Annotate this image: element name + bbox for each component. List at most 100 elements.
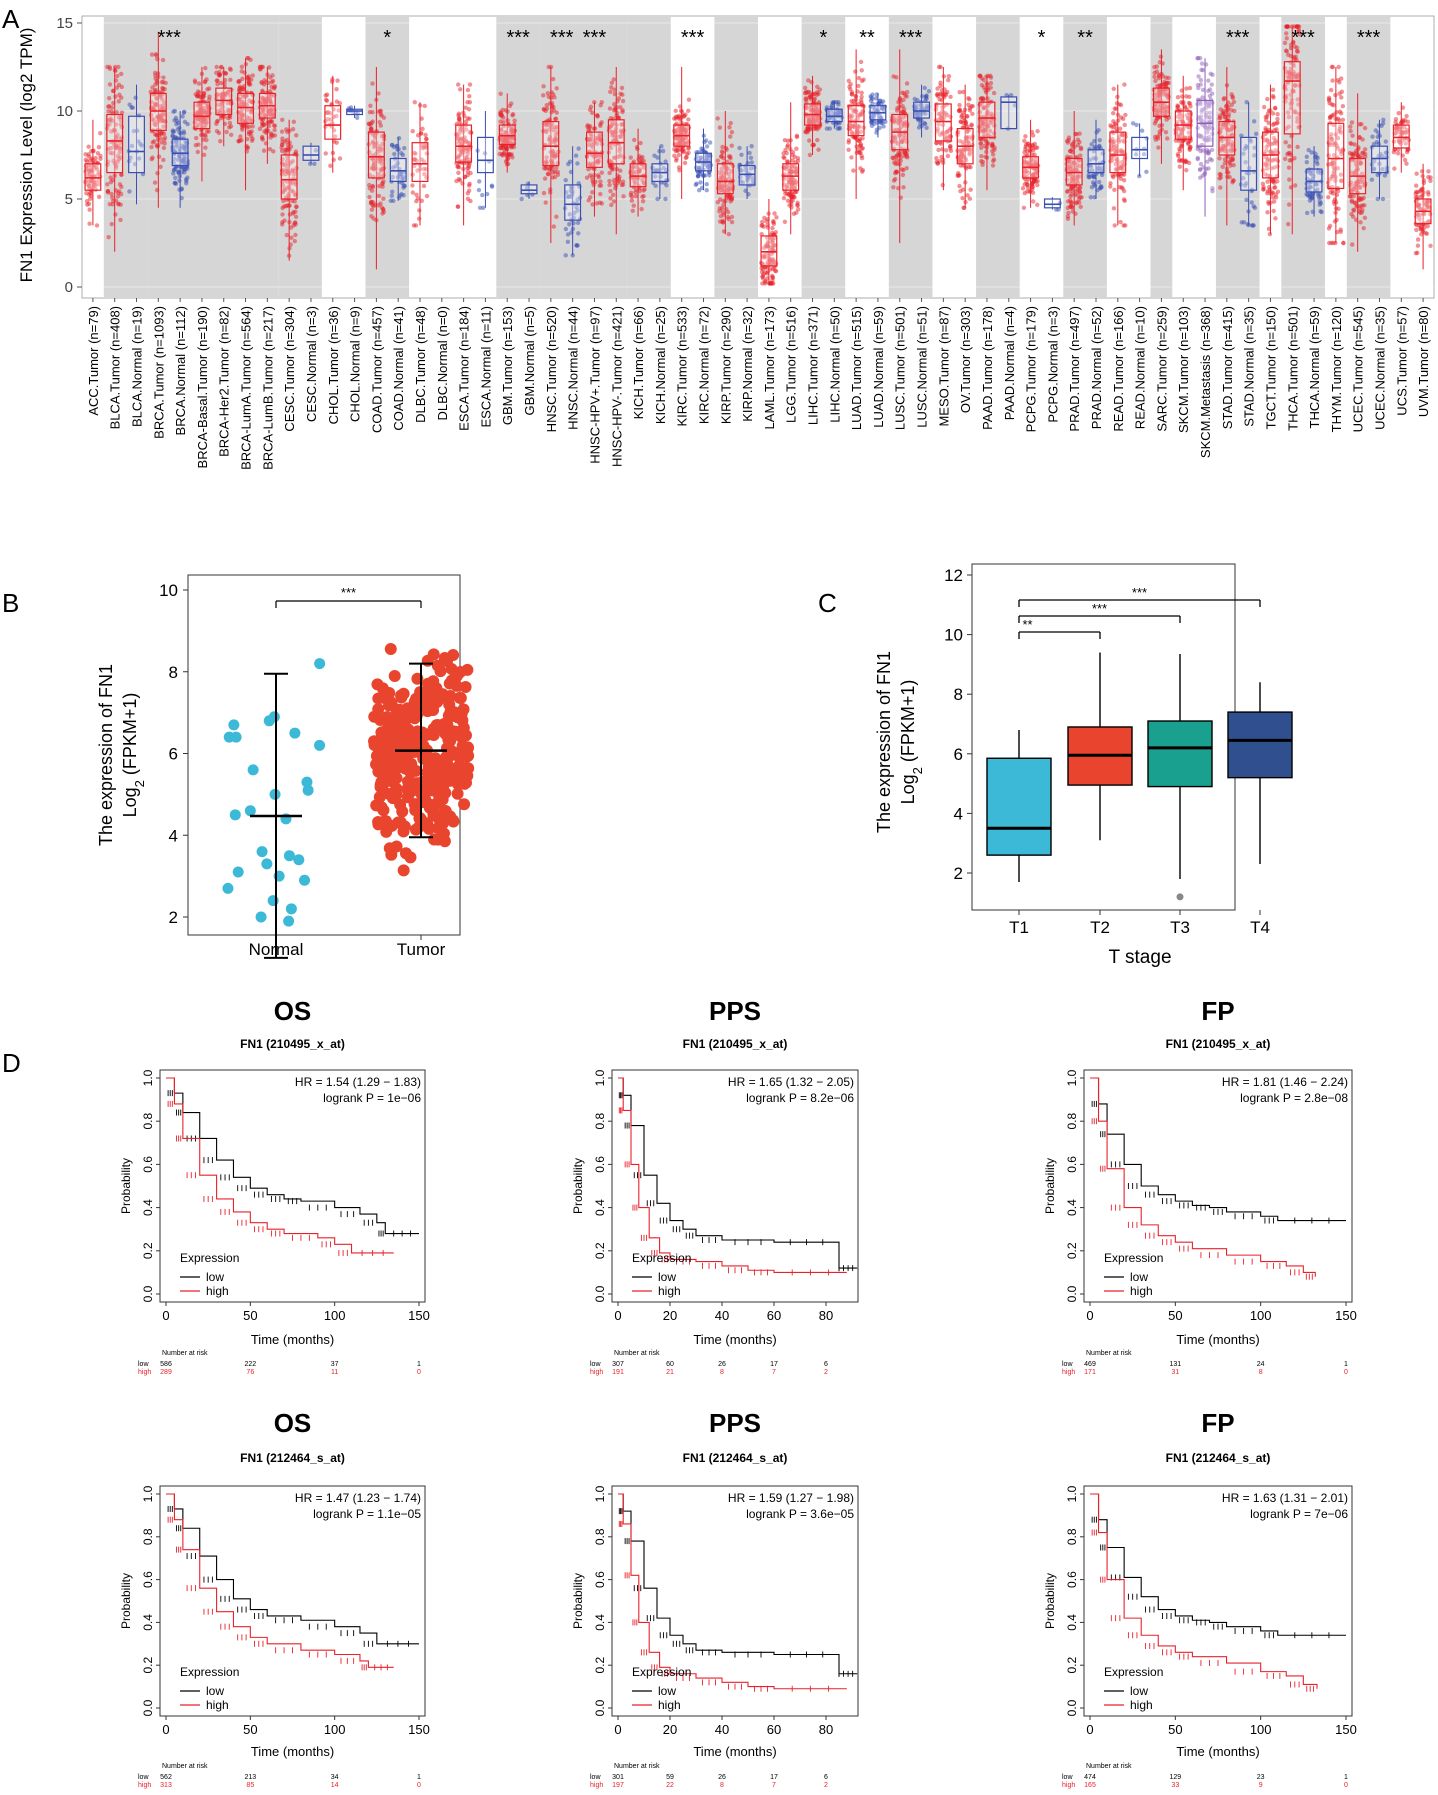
xtick-label-a: COAD.Normal (n=41) bbox=[391, 306, 406, 431]
data-point bbox=[1326, 194, 1331, 200]
data-point bbox=[185, 175, 190, 180]
data-point bbox=[170, 128, 175, 133]
data-point bbox=[247, 124, 252, 129]
significance-a: *** bbox=[158, 27, 182, 49]
data-point bbox=[420, 126, 425, 132]
data-point bbox=[904, 153, 909, 159]
data-point bbox=[465, 149, 470, 154]
data-point bbox=[280, 212, 285, 217]
xtick-label-a: BLCA.Tumor (n=408) bbox=[108, 306, 123, 429]
data-point bbox=[1096, 179, 1102, 185]
data-point bbox=[563, 253, 568, 258]
data-point bbox=[1380, 196, 1386, 202]
data-point bbox=[270, 73, 275, 78]
data-point bbox=[621, 194, 626, 199]
data-point bbox=[1350, 214, 1356, 219]
box bbox=[1065, 157, 1083, 186]
data-point bbox=[261, 148, 267, 153]
data-point bbox=[575, 197, 580, 202]
data-point bbox=[203, 111, 208, 117]
data-point bbox=[1339, 111, 1344, 116]
data-point bbox=[978, 141, 983, 147]
data-point bbox=[1361, 225, 1366, 231]
data-point bbox=[903, 150, 908, 155]
xtick-label-a: LUAD.Normal (n=59) bbox=[871, 306, 886, 428]
data-point bbox=[782, 155, 787, 161]
data-point bbox=[663, 196, 668, 202]
data-point bbox=[981, 85, 987, 90]
data-point bbox=[86, 154, 92, 159]
data-point bbox=[291, 119, 297, 125]
data-point bbox=[1111, 111, 1116, 116]
data-point bbox=[171, 171, 176, 176]
data-point bbox=[367, 194, 372, 200]
data-point bbox=[1332, 219, 1338, 224]
data-point bbox=[107, 201, 113, 207]
data-point bbox=[549, 90, 554, 95]
data-point bbox=[1265, 96, 1270, 102]
data-point bbox=[900, 90, 905, 95]
data-point bbox=[720, 210, 726, 215]
data-point bbox=[1025, 185, 1031, 190]
data-point bbox=[201, 152, 207, 157]
xtick-label-a: ACC.Tumor (n=79) bbox=[86, 306, 101, 416]
data-point bbox=[544, 102, 549, 108]
data-point bbox=[1218, 172, 1223, 177]
data-point bbox=[1334, 110, 1339, 115]
xtick-label-a: COAD.Tumor (n=457) bbox=[369, 306, 384, 433]
data-point bbox=[550, 148, 556, 154]
data-point bbox=[598, 103, 603, 108]
data-point bbox=[196, 81, 202, 86]
xtick-label-a: KIRC.Tumor (n=533) bbox=[675, 306, 690, 427]
data-point bbox=[200, 132, 205, 137]
data-point bbox=[554, 214, 559, 219]
data-point bbox=[846, 138, 852, 143]
data-point bbox=[329, 79, 335, 84]
data-point bbox=[161, 131, 167, 136]
data-point bbox=[590, 190, 595, 195]
data-point bbox=[1245, 221, 1250, 227]
data-point bbox=[1352, 200, 1357, 205]
data-point bbox=[283, 150, 288, 156]
data-point bbox=[1295, 144, 1300, 150]
data-point bbox=[468, 170, 473, 176]
data-point bbox=[981, 96, 986, 102]
data-point bbox=[565, 232, 571, 237]
data-point bbox=[293, 214, 299, 219]
data-point bbox=[1270, 111, 1276, 116]
data-point bbox=[789, 201, 794, 207]
data-point bbox=[682, 160, 688, 166]
data-point bbox=[835, 126, 840, 131]
data-point bbox=[959, 113, 965, 118]
data-point bbox=[785, 144, 790, 149]
data-point bbox=[161, 75, 166, 80]
data-point bbox=[280, 205, 285, 211]
data-point bbox=[328, 163, 333, 168]
box bbox=[128, 115, 145, 174]
box bbox=[564, 184, 582, 221]
data-point bbox=[505, 161, 511, 167]
data-point bbox=[990, 163, 996, 168]
data-point bbox=[1358, 203, 1363, 209]
data-point bbox=[415, 133, 421, 138]
box bbox=[1131, 136, 1149, 160]
data-point bbox=[467, 82, 473, 87]
data-point bbox=[201, 91, 207, 96]
data-point bbox=[463, 105, 468, 110]
data-point bbox=[1337, 80, 1342, 85]
data-point bbox=[807, 138, 812, 143]
data-point bbox=[108, 150, 113, 156]
data-point bbox=[988, 73, 993, 79]
data-point bbox=[284, 166, 289, 171]
data-point bbox=[1064, 189, 1070, 194]
points-9 bbox=[279, 117, 299, 258]
data-point bbox=[938, 83, 943, 89]
data-point bbox=[607, 170, 612, 176]
data-point bbox=[227, 66, 233, 71]
data-point bbox=[663, 159, 668, 164]
shade-band-kich bbox=[627, 16, 671, 298]
data-point bbox=[455, 164, 460, 170]
data-point bbox=[1330, 78, 1335, 83]
data-point bbox=[1075, 193, 1080, 198]
data-point bbox=[617, 178, 622, 184]
